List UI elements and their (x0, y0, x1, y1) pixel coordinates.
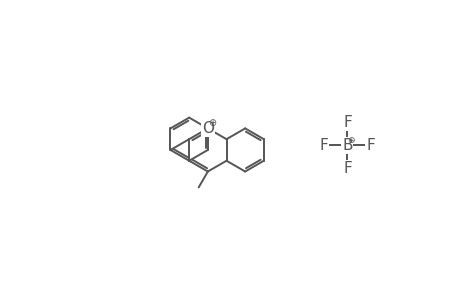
Text: B: B (341, 138, 352, 153)
Text: ⊕: ⊕ (347, 136, 354, 145)
Text: F: F (342, 115, 351, 130)
Text: F: F (365, 138, 374, 153)
Text: F: F (319, 138, 328, 153)
Text: F: F (342, 161, 351, 176)
Text: ⊕: ⊕ (207, 118, 215, 128)
Text: O: O (202, 121, 213, 136)
